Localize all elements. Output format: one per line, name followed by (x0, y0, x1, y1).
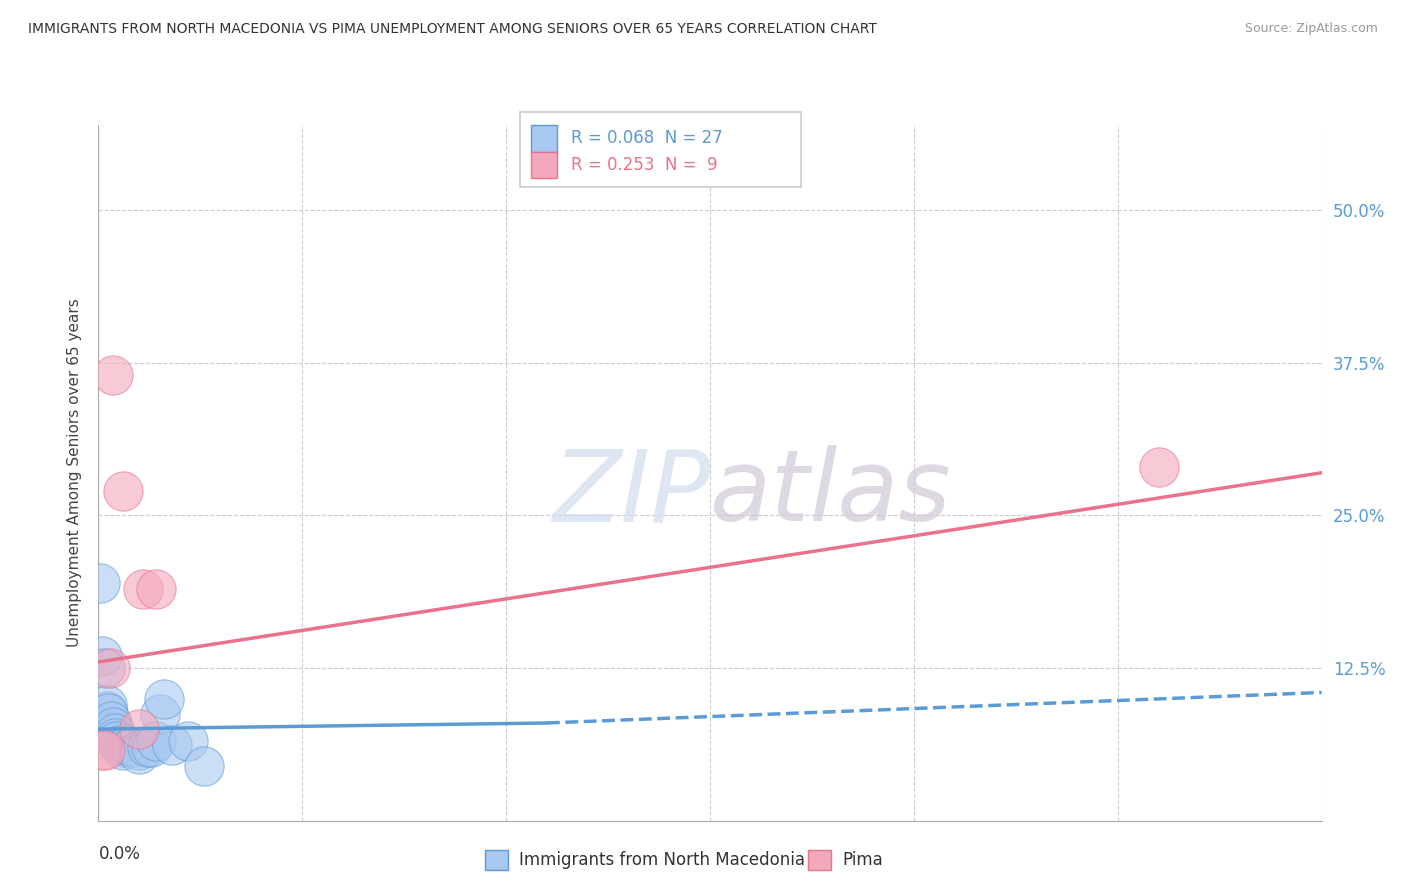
Text: IMMIGRANTS FROM NORTH MACEDONIA VS PIMA UNEMPLOYMENT AMONG SENIORS OVER 65 YEARS: IMMIGRANTS FROM NORTH MACEDONIA VS PIMA … (28, 22, 877, 37)
Point (105, 734, 128, 748)
Point (177, 734, 200, 748)
Point (141, 740, 163, 755)
Point (160, 738, 183, 752)
Point (98, 661, 121, 675)
Text: Immigrants from North Macedonia: Immigrants from North Macedonia (519, 851, 804, 869)
Y-axis label: Unemployment Among Seniors over 65 years: Unemployment Among Seniors over 65 years (66, 299, 82, 647)
Point (136, 740, 159, 755)
Text: ZIP: ZIP (551, 445, 710, 542)
Text: Pima: Pima (842, 851, 883, 869)
Point (89, 575, 111, 590)
Text: R = 0.253  N =  9: R = 0.253 N = 9 (571, 156, 717, 174)
Text: Source: ZipAtlas.com: Source: ZipAtlas.com (1244, 22, 1378, 36)
Point (145, 734, 167, 748)
Point (149, 707, 172, 722)
Point (98, 724, 121, 739)
Point (96, 704, 118, 718)
Point (94, 661, 117, 675)
Point (128, 747, 150, 761)
Point (193, 758, 215, 772)
Text: R = 0.068  N = 27: R = 0.068 N = 27 (571, 129, 723, 147)
Point (128, 722, 150, 736)
Point (101, 368, 124, 383)
Point (97, 706, 120, 721)
Point (1147, 459, 1170, 474)
Point (104, 725, 127, 739)
Point (120, 740, 142, 755)
Point (108, 738, 131, 752)
Point (101, 720, 124, 734)
Point (132, 582, 155, 596)
Point (104, 731, 127, 745)
Point (100, 714, 122, 728)
Point (115, 738, 138, 752)
Text: 0.0%: 0.0% (98, 845, 141, 863)
Point (94, 743, 117, 757)
Point (90, 648, 112, 663)
Point (128, 743, 150, 757)
Point (111, 484, 134, 499)
Point (90, 743, 112, 757)
Text: atlas: atlas (710, 445, 952, 542)
Point (152, 691, 174, 706)
Point (111, 743, 134, 757)
Point (96, 698, 118, 712)
Point (145, 582, 167, 596)
Point (111, 740, 134, 755)
